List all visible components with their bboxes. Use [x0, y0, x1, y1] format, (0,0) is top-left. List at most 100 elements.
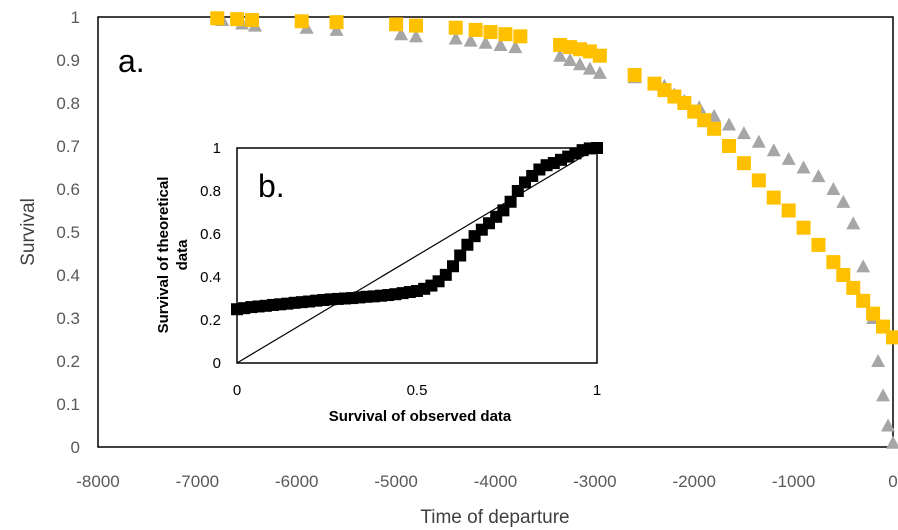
- observed-triangle-point: [856, 259, 871, 273]
- main-x-tick-label: -3000: [573, 472, 616, 491]
- main-y-tick-label: 0.9: [56, 51, 80, 70]
- inset-x-axis: 0 0.5 1: [233, 382, 601, 399]
- main-x-axis: -8000 -7000 -6000 -5000 -4000 -3000 -2000 -1000…: [76, 472, 897, 491]
- theoretical-square-point: [329, 15, 344, 30]
- theoretical-square-point: [498, 27, 513, 42]
- observed-triangle-point: [876, 388, 891, 402]
- theoretical-square-point: [627, 68, 642, 83]
- main-x-tick-label: -4000: [474, 472, 517, 491]
- inset-x-tick-label: 0.5: [407, 382, 428, 399]
- theoretical-square-point: [722, 139, 737, 153]
- main-y-tick-label: 0.5: [56, 223, 80, 242]
- main-x-tick-label: -7000: [176, 472, 219, 491]
- main-x-tick-label: -8000: [76, 472, 119, 491]
- observed-triangle-point: [751, 134, 766, 148]
- observed-triangle-point: [592, 65, 607, 79]
- main-x-tick-label: -6000: [275, 472, 318, 491]
- observed-triangle-point: [493, 37, 508, 51]
- theoretical-square-point: [736, 156, 751, 171]
- theoretical-square-point: [856, 293, 871, 308]
- theoretical-square-point: [846, 280, 861, 295]
- theoretical-square-point: [707, 121, 722, 136]
- panel-label-b: b.: [258, 168, 285, 204]
- observed-triangle-point: [329, 22, 344, 36]
- theoretical-square-point: [766, 190, 781, 205]
- theoretical-square-point: [409, 18, 423, 33]
- theoretical-square-point: [836, 268, 851, 282]
- main-y-tick-label: 0.8: [56, 94, 80, 113]
- observed-triangle-point: [448, 31, 463, 45]
- inset-y-axis-title-line-2: data: [174, 239, 191, 271]
- theoretical-square-point: [294, 14, 309, 29]
- main-y-tick-label: 0.3: [56, 309, 80, 328]
- theoretical-square-point: [210, 11, 225, 26]
- theoretical-square-point: [796, 220, 811, 235]
- panel-label-a: a.: [118, 43, 145, 79]
- main-y-tick-label: 1: [71, 8, 80, 27]
- inset-reference-line: [236, 147, 598, 364]
- observed-triangle-point: [563, 53, 578, 66]
- main-x-axis-title: Time of departure: [420, 507, 569, 528]
- main-y-tick-label: 0.4: [56, 266, 80, 285]
- inset-data-points: [231, 142, 603, 316]
- inset-square-point: [591, 142, 603, 154]
- theoretical-square-point: [483, 25, 498, 40]
- inset-y-axis-title: Survival of theoretical data: [155, 177, 191, 334]
- observed-triangle-point: [811, 169, 826, 183]
- observed-triangle-point: [836, 194, 851, 208]
- theoretical-square-point: [389, 17, 404, 32]
- observed-triangle-point: [886, 435, 898, 449]
- observed-triangle-point: [463, 33, 478, 47]
- theoretical-square-point: [245, 13, 260, 28]
- theoretical-square-point: [886, 330, 898, 345]
- observed-triangle-point: [881, 418, 896, 432]
- inset-x-tick-label: 0: [233, 382, 241, 399]
- theoretical-square-point: [230, 12, 245, 27]
- theoretical-square-point: [781, 203, 796, 218]
- main-x-tick-label: 0: [888, 472, 897, 491]
- observed-triangle-point: [582, 61, 597, 75]
- observed-triangle-point: [722, 117, 737, 131]
- main-y-tick-label: 0: [71, 438, 80, 457]
- observed-triangle-point: [796, 160, 811, 174]
- observed-triangle-point: [394, 27, 409, 41]
- inset-x-tick-label: 1: [593, 382, 601, 399]
- main-y-axis-title: Survival: [18, 198, 39, 266]
- inset-y-tick-label: 1: [213, 140, 221, 157]
- theoretical-square-point: [826, 255, 841, 270]
- inset-y-tick-label: 0.2: [200, 312, 221, 329]
- inset-y-tick-label: 0.8: [200, 183, 221, 200]
- main-y-tick-label: 0.6: [56, 180, 80, 199]
- main-y-tick-label: 0.2: [56, 352, 80, 371]
- theoretical-square-point: [811, 237, 826, 252]
- observed-triangle-point: [846, 216, 861, 230]
- observed-triangle-point: [553, 48, 568, 62]
- observed-triangle-point: [766, 143, 781, 157]
- observed-triangle-point: [409, 29, 423, 43]
- inset-square-point: [454, 249, 467, 262]
- inset-y-tick-label: 0: [213, 355, 221, 372]
- theoretical-square-point: [448, 20, 463, 35]
- inset-square-point: [504, 195, 517, 208]
- inset-square-point: [447, 260, 459, 273]
- inset-x-axis-title: Survival of observed data: [329, 408, 512, 425]
- main-y-tick-label: 0.7: [56, 137, 80, 156]
- observed-triangle-point: [871, 354, 886, 367]
- main-x-tick-label: -5000: [374, 472, 417, 491]
- inset-y-axis: 0 0.2 0.4 0.6 0.8 1: [200, 140, 221, 372]
- theoretical-square-point: [876, 319, 891, 334]
- main-x-tick-label: -2000: [673, 472, 716, 491]
- theoretical-square-point: [468, 22, 483, 37]
- observed-triangle-point: [478, 35, 493, 49]
- inset-y-axis-title-line-1: Survival of theoretical: [155, 177, 172, 334]
- theoretical-square-point: [866, 306, 881, 321]
- observed-triangle-point: [781, 151, 796, 165]
- main-x-tick-label: -1000: [772, 472, 815, 491]
- main-y-tick-label: 0.1: [56, 395, 80, 414]
- main-y-axis: 0 0.1 0.2 0.3 0.4 0.5 0.6 0.7 0.8 0.9 1: [56, 8, 80, 457]
- observed-triangle-point: [736, 126, 751, 140]
- observed-triangle-point: [572, 57, 587, 71]
- observed-triangle-point: [508, 40, 523, 54]
- main-data-points: [210, 11, 898, 449]
